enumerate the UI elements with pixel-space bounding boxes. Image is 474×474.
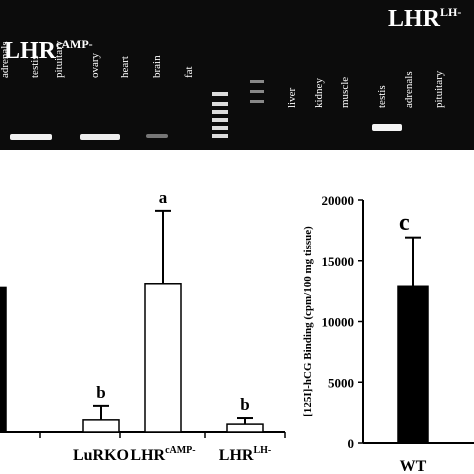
bar — [226, 423, 264, 433]
category-name: LHR — [130, 447, 165, 464]
category-name: WT — [400, 458, 427, 474]
lane-label: adrenals — [0, 41, 11, 78]
significance-label: b — [96, 383, 105, 402]
lane-label: brain — [151, 55, 163, 78]
lane-label: pituitary — [53, 40, 65, 78]
charts: TbLuRKOaLHRcAMP-bLHRLH-05000100001500020… — [0, 188, 474, 474]
x-tick-label: LHRLH- — [219, 445, 271, 464]
y-axis-label: [125I]-hCG Binding (cpm/100 mg tissue) — [302, 226, 314, 417]
lane-label: testis — [376, 85, 388, 108]
bar — [82, 419, 120, 433]
panel-label: c — [399, 210, 410, 236]
lane-label: liver — [286, 88, 298, 108]
gel-title-right: LHRLH- — [388, 5, 461, 32]
bar — [0, 286, 7, 433]
band — [10, 134, 52, 140]
lane-label: ovary — [89, 52, 101, 78]
x-tick-label: WT — [400, 458, 427, 474]
x-tick-label: LHRcAMP- — [130, 445, 195, 464]
gel-title-left: LHRcAMP- — [4, 37, 93, 64]
category-name: LHR — [219, 447, 254, 464]
lane-label: kidney — [313, 78, 325, 108]
category-name: LuRKO — [73, 447, 129, 464]
y-tick-label: 15000 — [322, 254, 355, 269]
band — [372, 124, 402, 131]
y-tick-label: 10000 — [322, 315, 355, 330]
band — [146, 134, 168, 138]
y-tick-label: 0 — [348, 436, 355, 451]
y-tick-label: 5000 — [328, 375, 354, 390]
lane-label: heart — [119, 56, 131, 78]
category-superscript: LH- — [253, 445, 271, 456]
band — [80, 134, 120, 140]
lane-label: testis — [29, 55, 41, 78]
lane-labels: adrenals testis pituitary ovary heart brain fa… — [0, 40, 445, 108]
gel-image: LHRcAMP- LHRLH- adrenals testis pituitary o… — [0, 0, 474, 150]
significance-label: b — [240, 395, 249, 414]
category-superscript: cAMP- — [165, 445, 196, 456]
lane-label: fat — [183, 66, 195, 78]
lane-label: adrenals — [403, 71, 415, 108]
lane-label: muscle — [339, 77, 351, 108]
lane-label: pituitary — [433, 70, 445, 108]
y-tick-label: 20000 — [322, 193, 355, 208]
significance-label: a — [159, 188, 168, 207]
x-tick-label: LuRKO — [73, 447, 129, 464]
ladder — [212, 80, 264, 138]
bar — [144, 283, 182, 433]
bar — [397, 285, 429, 444]
